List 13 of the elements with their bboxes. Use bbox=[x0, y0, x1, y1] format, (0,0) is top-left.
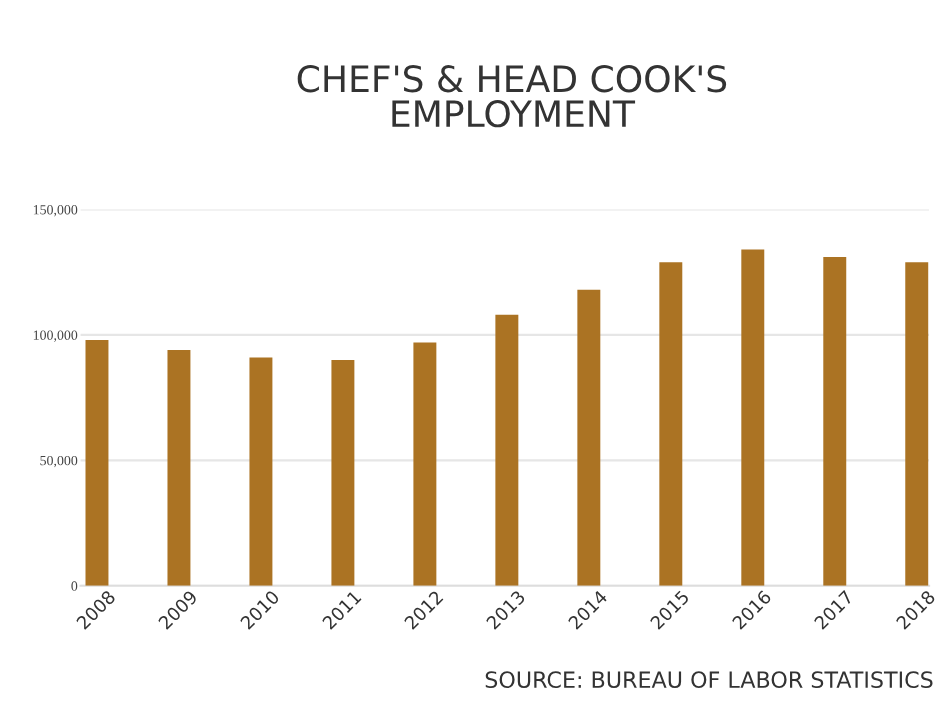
bar bbox=[659, 262, 683, 586]
chart-title: CHEF'S & HEAD COOK'S EMPLOYMENT bbox=[297, 65, 727, 128]
bar bbox=[249, 357, 273, 586]
bar bbox=[167, 349, 191, 586]
bar bbox=[495, 314, 519, 586]
bar bbox=[577, 289, 601, 586]
bar bbox=[905, 262, 929, 586]
bar bbox=[741, 249, 765, 586]
bar bbox=[413, 342, 437, 586]
bar bbox=[823, 257, 847, 586]
source-note: SOURCE: BUREAU OF LABOR STATISTICS bbox=[485, 671, 933, 689]
bar bbox=[85, 339, 109, 586]
bar bbox=[331, 359, 355, 586]
